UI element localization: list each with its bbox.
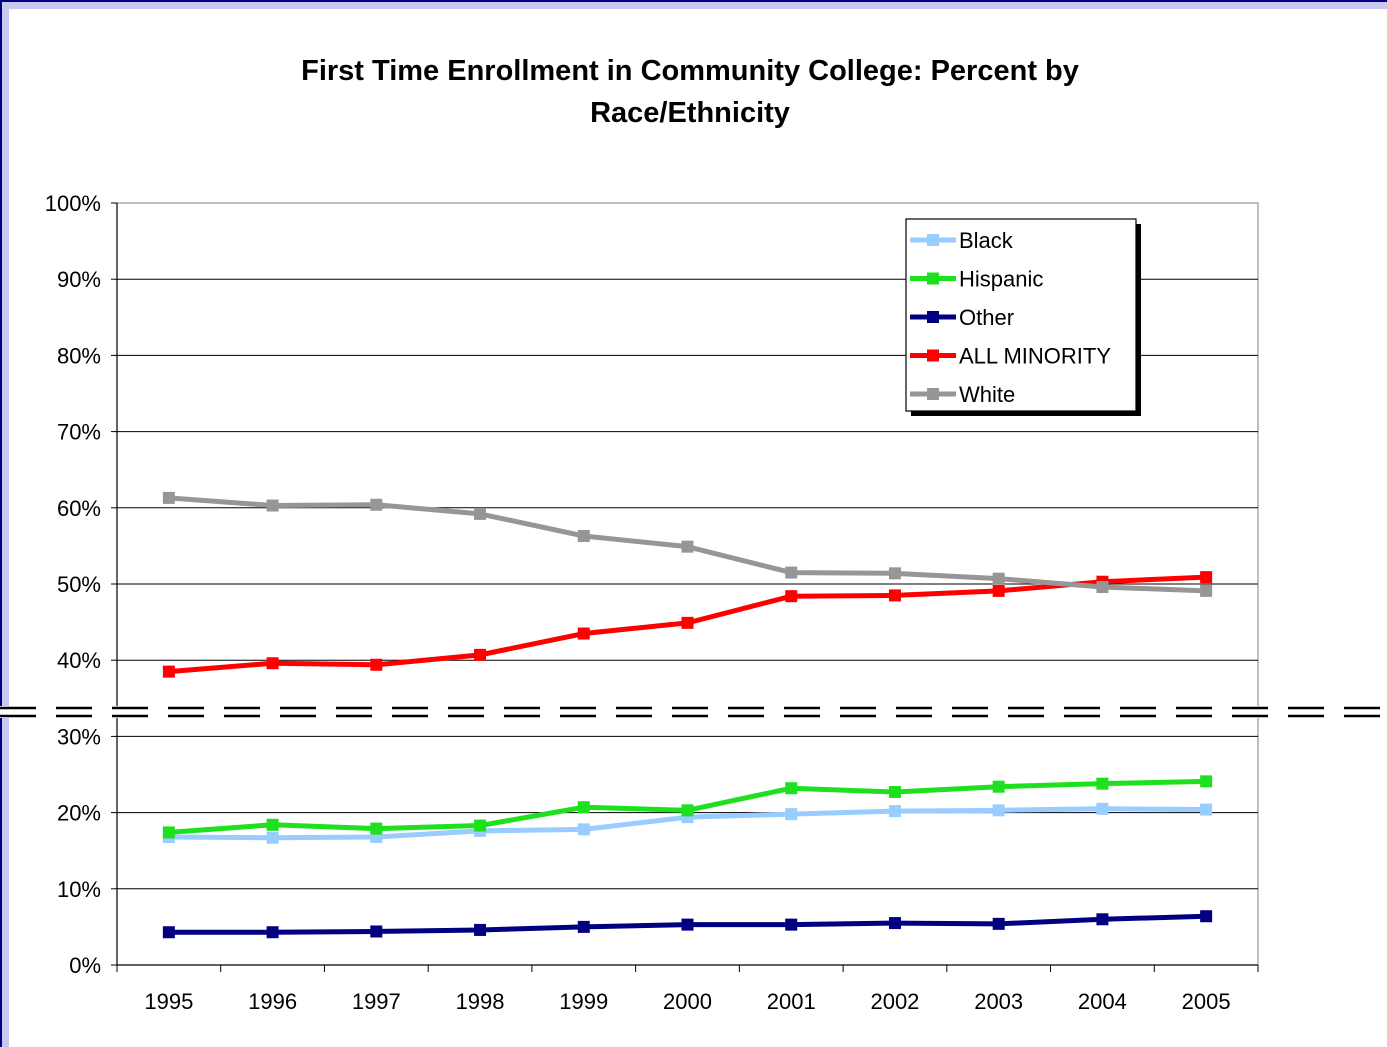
series-hispanic <box>162 775 1213 839</box>
data-point <box>992 780 1005 793</box>
legend-swatch-marker <box>927 311 939 323</box>
data-point <box>162 826 175 839</box>
data-point <box>785 918 798 931</box>
y-tick-label: 100% <box>45 191 101 216</box>
data-point <box>992 917 1005 930</box>
y-tick-label: 40% <box>57 648 101 673</box>
data-point <box>370 658 383 671</box>
x-tick-label: 2005 <box>1182 989 1231 1014</box>
legend-item: Hispanic <box>910 267 1043 292</box>
chart-title-line-1: First Time Enrollment in Community Colle… <box>301 55 1079 87</box>
data-point <box>681 616 694 629</box>
data-point <box>1200 775 1213 788</box>
y-tick-label: 50% <box>57 572 101 597</box>
axes: 0% 10% 20% 30% 40% 50% 60% 70% 80% 90% 100% 1995 199… <box>45 191 1259 1014</box>
data-point <box>681 918 694 931</box>
data-point <box>992 584 1005 597</box>
data-point <box>888 917 901 930</box>
data-point <box>1096 913 1109 926</box>
data-point <box>785 590 798 603</box>
x-tick-label: 2000 <box>663 989 712 1014</box>
y-tick-label: 30% <box>57 724 101 749</box>
x-tick-label: 2001 <box>767 989 816 1014</box>
y-tick-label: 70% <box>57 420 101 445</box>
data-point <box>266 926 279 939</box>
data-point <box>266 499 279 512</box>
y-tick-label: 10% <box>57 877 101 902</box>
legend-item: Black <box>910 228 1014 253</box>
data-point <box>577 627 590 640</box>
legend-swatch-marker <box>927 234 939 246</box>
chart-title: First Time Enrollment in Community Colle… <box>120 50 1260 134</box>
legend-item: ALL MINORITY <box>910 344 1111 369</box>
data-point <box>577 823 590 836</box>
data-point <box>1200 571 1213 584</box>
legend-swatch-marker <box>927 272 939 285</box>
data-point <box>888 589 901 602</box>
x-tick-label: 1995 <box>144 989 193 1014</box>
data-point <box>1096 777 1109 790</box>
data-point <box>992 804 1005 817</box>
data-point <box>1200 584 1213 597</box>
legend: Black Hispanic Other ALL MINORITY White <box>905 218 1141 416</box>
series-all-minority <box>162 571 1213 678</box>
data-point <box>888 805 901 818</box>
data-point <box>1200 803 1213 816</box>
data-point <box>888 567 901 580</box>
series-white <box>162 491 1213 597</box>
x-tick-label: 1996 <box>248 989 297 1014</box>
legend-label: Other <box>959 305 1014 330</box>
series-other <box>162 910 1213 939</box>
data-point <box>370 822 383 835</box>
data-point <box>1096 802 1109 815</box>
y-tick-label: 0% <box>69 953 101 978</box>
legend-label: Hispanic <box>959 267 1043 292</box>
data-point <box>162 665 175 678</box>
data-point <box>992 572 1005 585</box>
y-tick-label: 90% <box>57 267 101 292</box>
data-point <box>785 808 798 821</box>
y-tick-label: 80% <box>57 343 101 368</box>
legend-swatch-marker <box>927 349 939 362</box>
axis-break <box>0 706 1387 719</box>
legend-item: Other <box>910 305 1014 330</box>
data-point <box>474 819 487 832</box>
data-point <box>888 786 901 799</box>
data-point <box>577 920 590 933</box>
data-point <box>1200 910 1213 923</box>
data-point <box>785 566 798 579</box>
x-tick-label: 1998 <box>456 989 505 1014</box>
data-point <box>266 657 279 670</box>
data-point <box>370 498 383 511</box>
data-point <box>1096 581 1109 594</box>
data-point <box>474 923 487 936</box>
legend-label: Black <box>959 228 1014 253</box>
legend-item: White <box>910 382 1015 407</box>
data-point <box>681 804 694 817</box>
data-point <box>577 529 590 542</box>
legend-label: ALL MINORITY <box>959 344 1111 369</box>
legend-swatch-marker <box>927 388 939 400</box>
series-lines <box>162 491 1213 939</box>
y-tick-label: 20% <box>57 801 101 826</box>
data-point <box>370 925 383 938</box>
x-tick-label: 1997 <box>352 989 401 1014</box>
data-point <box>785 782 798 795</box>
y-tick-label: 60% <box>57 496 101 521</box>
x-tick-label: 2003 <box>974 989 1023 1014</box>
data-point <box>474 648 487 661</box>
legend-label: White <box>959 382 1015 407</box>
data-point <box>474 507 487 520</box>
chart-title-line-2: Race/Ethnicity <box>590 97 790 129</box>
data-point <box>162 491 175 504</box>
data-point <box>681 540 694 553</box>
x-tick-label: 2004 <box>1078 989 1127 1014</box>
data-point <box>577 801 590 814</box>
data-point <box>266 831 279 844</box>
data-point <box>266 818 279 831</box>
data-point <box>162 926 175 939</box>
x-tick-label: 1999 <box>559 989 608 1014</box>
x-tick-label: 2002 <box>870 989 919 1014</box>
